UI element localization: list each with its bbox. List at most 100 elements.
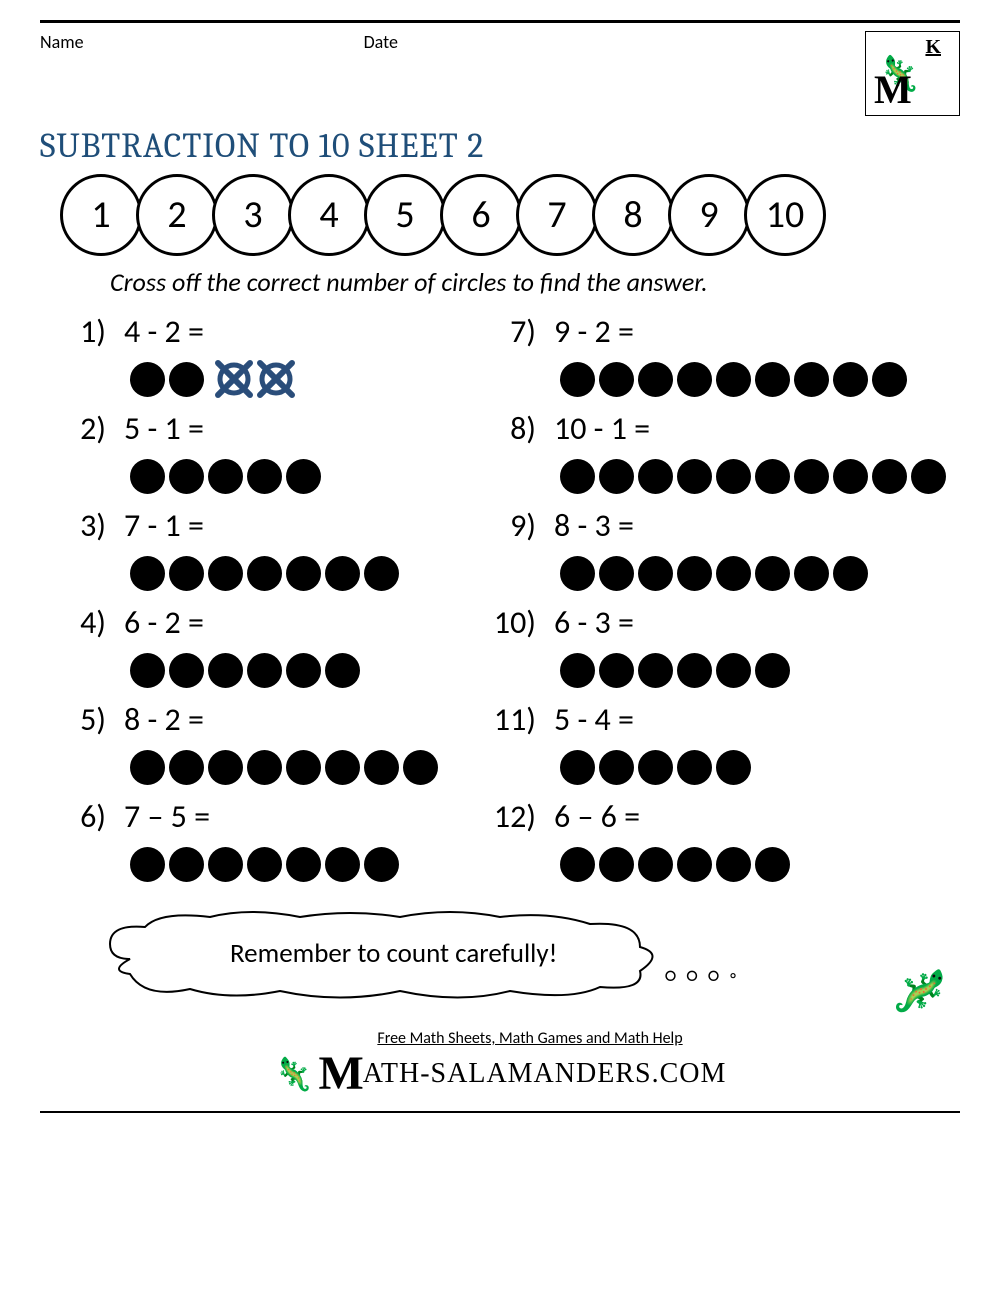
problem: 1)4 - 2 =: [50, 312, 460, 401]
number-line: 12345678910: [60, 174, 960, 256]
dot-icon: [677, 653, 712, 688]
dot-icon: [716, 362, 751, 397]
dots-row: [480, 551, 950, 595]
dot-icon: [599, 750, 634, 785]
problem: 3)7 - 1 =: [50, 506, 460, 595]
dot-icon: [872, 362, 907, 397]
dot-icon: [560, 459, 595, 494]
problem-line: 3)7 - 1 =: [50, 506, 460, 545]
problem-line: 4)6 - 2 =: [50, 603, 460, 642]
dot-icon: [325, 750, 360, 785]
thought-bubbles-icon: ○ ○ ○ ◦: [665, 964, 740, 988]
dot-icon: [247, 556, 282, 591]
dot-icon: [325, 653, 360, 688]
dot-icon: [599, 362, 634, 397]
number-circle: 5: [364, 174, 446, 256]
dot-icon: [208, 459, 243, 494]
problem-line: 5)8 - 2 =: [50, 700, 460, 739]
dot-icon: [716, 750, 751, 785]
footer-salamander-icon: 🦎: [274, 1055, 315, 1093]
reminder-row: Remember to count carefully! ○ ○ ○ ◦ 🦎: [40, 909, 960, 1029]
problem-line: 6)7 – 5 =: [50, 797, 460, 836]
dot-icon: [247, 750, 282, 785]
grade-letter: K: [925, 36, 941, 59]
dot-icon: [599, 459, 634, 494]
dots-row: [480, 357, 950, 401]
dot-icon: [716, 556, 751, 591]
dot-icon: [755, 362, 790, 397]
dot-icon: [638, 847, 673, 882]
number-circle: 7: [516, 174, 598, 256]
problem-line: 11)5 - 4 =: [480, 700, 950, 739]
dots-row: [50, 745, 460, 789]
dot-icon: [247, 653, 282, 688]
dot-icon: [716, 653, 751, 688]
dot-icon: [755, 556, 790, 591]
dot-icon: [755, 847, 790, 882]
dot-icon: [169, 459, 204, 494]
problem-expression: 8 - 2 =: [112, 700, 204, 739]
crossed-dot-icon: [214, 359, 254, 399]
problem: 2)5 - 1 =: [50, 409, 460, 498]
dot-icon: [560, 653, 595, 688]
worksheet-page: Name Date K 🦎 M SUBTRACTION TO 10 SHEET …: [0, 20, 1000, 1141]
problem: 12)6 – 6 =: [480, 797, 950, 886]
problem-expression: 10 - 1 =: [542, 409, 650, 448]
dot-icon: [560, 362, 595, 397]
dot-icon: [872, 459, 907, 494]
dots-row: [480, 745, 950, 789]
dots-row: [50, 842, 460, 886]
dot-icon: [638, 556, 673, 591]
problem-expression: 6 – 6 =: [542, 797, 640, 836]
footer-brand: 🦎 M ATH-SALAMANDERS.COM: [40, 1046, 960, 1101]
dot-icon: [169, 750, 204, 785]
dot-icon: [286, 750, 321, 785]
problem-number: 7): [480, 312, 542, 351]
dot-icon: [208, 847, 243, 882]
bottom-rule: [40, 1111, 960, 1113]
dot-icon: [364, 556, 399, 591]
problem-expression: 6 - 3 =: [542, 603, 634, 642]
dot-icon: [833, 556, 868, 591]
problem-line: 12)6 – 6 =: [480, 797, 950, 836]
worksheet-title: SUBTRACTION TO 10 SHEET 2: [40, 126, 960, 166]
number-circle: 3: [212, 174, 294, 256]
problem: 7)9 - 2 =: [480, 312, 950, 401]
problem-number: 9): [480, 506, 542, 545]
dot-icon: [599, 653, 634, 688]
dots-row: [480, 648, 950, 692]
dot-icon: [208, 556, 243, 591]
problem-line: 1)4 - 2 =: [50, 312, 460, 351]
name-label: Name: [40, 31, 84, 53]
dot-icon: [247, 847, 282, 882]
problem-number: 1): [50, 312, 112, 351]
footer-m-icon: M: [318, 1046, 364, 1101]
dot-icon: [208, 750, 243, 785]
footer: Free Math Sheets, Math Games and Math He…: [40, 1029, 960, 1101]
dot-icon: [130, 556, 165, 591]
grade-logo: K 🦎 M: [865, 31, 960, 116]
problem-number: 11): [480, 700, 542, 739]
dot-icon: [130, 750, 165, 785]
problem-line: 7)9 - 2 =: [480, 312, 950, 351]
dot-icon: [130, 847, 165, 882]
problem: 5)8 - 2 =: [50, 700, 460, 789]
problem-expression: 6 - 2 =: [112, 603, 204, 642]
problem-expression: 5 - 1 =: [112, 409, 204, 448]
problem-line: 9)8 - 3 =: [480, 506, 950, 545]
number-circle: 2: [136, 174, 218, 256]
problem-number: 2): [50, 409, 112, 448]
number-circle: 6: [440, 174, 522, 256]
dot-icon: [677, 362, 712, 397]
dots-row: [50, 551, 460, 595]
date-label: Date: [364, 31, 398, 53]
problem-number: 10): [480, 603, 542, 642]
dot-icon: [286, 459, 321, 494]
number-circle: 8: [592, 174, 674, 256]
dot-icon: [677, 750, 712, 785]
problem-expression: 7 - 1 =: [112, 506, 204, 545]
problem: 9)8 - 3 =: [480, 506, 950, 595]
footer-tagline: Free Math Sheets, Math Games and Math He…: [377, 1029, 682, 1048]
problem: 8)10 - 1 =: [480, 409, 950, 498]
problem-number: 4): [50, 603, 112, 642]
